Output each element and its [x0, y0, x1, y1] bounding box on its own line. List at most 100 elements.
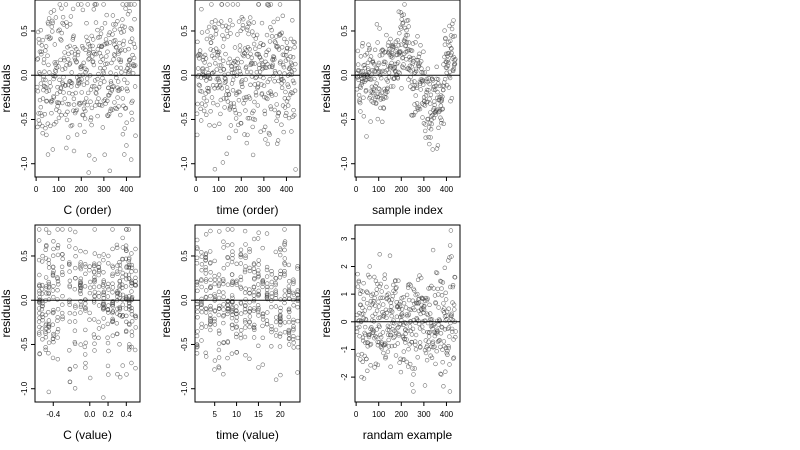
data-point [36, 40, 42, 46]
data-point [55, 227, 60, 232]
data-point [377, 53, 382, 58]
x-tick-label: 300 [417, 410, 431, 419]
data-point [287, 66, 292, 72]
data-point [374, 291, 379, 296]
data-point [81, 60, 86, 65]
data-point [361, 95, 366, 100]
data-point [114, 242, 120, 248]
data-point [281, 64, 287, 70]
data-point [243, 253, 248, 258]
data-point [89, 105, 95, 111]
data-point [441, 87, 446, 93]
data-point [204, 36, 210, 42]
data-point [61, 55, 67, 61]
data-point [204, 232, 209, 237]
data-point [248, 69, 254, 75]
data-point [126, 347, 132, 352]
data-point [114, 44, 119, 50]
data-point [251, 335, 257, 340]
data-point [220, 160, 226, 165]
data-point [269, 344, 274, 349]
data-point [96, 267, 102, 273]
data-point [279, 85, 285, 91]
data-point [392, 334, 397, 339]
data-point [110, 273, 115, 278]
data-point [404, 312, 410, 317]
data-point [86, 57, 91, 62]
y-tick-label: 0.5 [180, 250, 189, 262]
data-point [226, 25, 231, 30]
data-point [394, 314, 400, 319]
data-point [244, 94, 249, 100]
data-point [60, 294, 65, 299]
data-point [99, 26, 105, 31]
data-point [442, 42, 448, 47]
data-point [63, 83, 68, 88]
data-point [204, 288, 209, 293]
data-point [444, 51, 449, 56]
data-point [282, 256, 287, 261]
data-point [421, 49, 426, 54]
data-point [388, 84, 394, 89]
data-point [420, 70, 426, 76]
data-point [359, 351, 365, 357]
data-point [124, 277, 129, 282]
data-point [265, 141, 270, 147]
data-point [430, 339, 436, 344]
data-point [216, 355, 222, 360]
data-point [59, 38, 64, 43]
data-point [221, 266, 227, 271]
y-tick-label: 0.0 [340, 69, 349, 81]
data-point [124, 120, 129, 125]
data-point [133, 325, 138, 330]
data-point [398, 10, 403, 15]
data-point [410, 366, 415, 371]
data-point [225, 227, 231, 232]
data-point [286, 262, 292, 268]
data-point [383, 354, 388, 359]
data-point [251, 290, 257, 295]
data-point [40, 314, 45, 320]
data-point [216, 277, 222, 282]
data-point [130, 117, 135, 122]
data-point [411, 112, 417, 118]
data-point [117, 375, 123, 380]
data-point [223, 79, 229, 84]
data-point [447, 389, 453, 394]
data-point [292, 112, 297, 118]
data-point [374, 287, 379, 292]
y-tick-label: -0.5 [180, 112, 189, 126]
data-point [394, 300, 399, 305]
data-point [214, 76, 220, 82]
data-point [247, 356, 252, 361]
data-point [120, 17, 125, 22]
data-point [127, 344, 132, 350]
data-point [383, 342, 388, 347]
data-point [117, 342, 122, 347]
data-point [216, 295, 222, 301]
data-point [379, 75, 384, 81]
data-point [55, 318, 60, 323]
data-point [235, 60, 241, 66]
data-point [389, 53, 395, 58]
data-point [420, 115, 425, 120]
data-point [118, 65, 124, 71]
data-point [388, 36, 393, 42]
data-point [51, 246, 56, 252]
data-point [363, 324, 368, 330]
data-point [36, 330, 42, 335]
data-point [39, 307, 45, 312]
data-point [384, 315, 389, 320]
data-point [440, 280, 446, 285]
data-point [277, 275, 283, 280]
data-point [384, 293, 390, 298]
data-point [286, 314, 291, 320]
data-point [292, 45, 297, 50]
data-point [388, 63, 393, 69]
data-point [406, 347, 411, 352]
data-point [224, 85, 230, 90]
data-point [63, 2, 69, 7]
data-point [211, 69, 217, 75]
data-point [238, 284, 243, 290]
data-point [244, 69, 250, 75]
